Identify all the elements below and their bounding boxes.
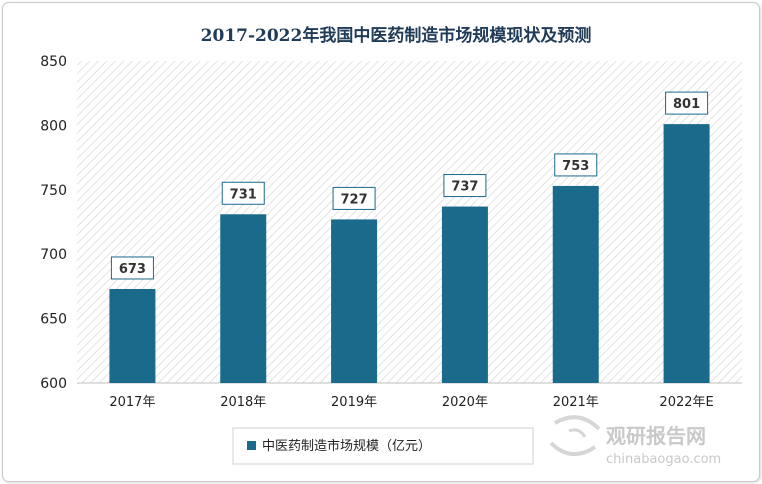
- x-tick-label: 2020年: [442, 395, 488, 410]
- data-label-box: [443, 174, 487, 198]
- bar: [552, 185, 599, 383]
- x-tick-label: 2018年: [220, 395, 266, 410]
- x-axis: 2017年 2018年 2019年 2020年 2021年 2022年E: [109, 395, 713, 410]
- watermark: 观研报告网 chinabaogao.com: [549, 415, 721, 467]
- y-tick-label: 600: [40, 376, 67, 392]
- y-tick-label: 750: [40, 183, 67, 199]
- data-label: 731: [230, 187, 257, 202]
- y-axis: 600 650 700 750 800 850: [40, 54, 67, 392]
- legend: 中医药制造市场规模（亿元）: [232, 427, 534, 465]
- x-tick-label: 2021年: [553, 395, 599, 410]
- legend-label: 中医药制造市场规模（亿元）: [262, 438, 431, 454]
- data-label-box: [665, 91, 709, 115]
- y-tick-label: 850: [40, 54, 67, 70]
- bar: [220, 214, 267, 383]
- bar: [663, 124, 710, 383]
- watermark-logo-icon: [549, 415, 601, 456]
- data-label: 801: [673, 97, 700, 112]
- bar: [331, 219, 378, 383]
- data-label-box: [332, 186, 376, 210]
- bar-series: 673 731 727 737 753 801: [109, 91, 710, 383]
- x-tick-label: 2022年E: [659, 395, 713, 410]
- data-label-box: [554, 153, 598, 177]
- y-tick-label: 800: [40, 118, 67, 134]
- chart-canvas: 2017-2022年我国中医药制造市场规模现状及预测 600 650 700 7…: [40, 25, 742, 467]
- legend-swatch: [247, 441, 256, 450]
- data-label: 727: [341, 192, 368, 207]
- y-tick-label: 700: [40, 247, 67, 263]
- data-label: 737: [451, 180, 478, 195]
- y-tick-label: 650: [40, 312, 67, 328]
- data-label: 753: [562, 159, 589, 174]
- data-label-box: [221, 181, 265, 205]
- x-tick-label: 2017年: [109, 395, 155, 410]
- bar: [441, 206, 488, 383]
- data-label: 673: [119, 262, 146, 277]
- watermark-text-cn: 观研报告网: [606, 424, 706, 448]
- bar: [109, 288, 156, 383]
- watermark-text-en: chinabaogao.com: [606, 452, 721, 467]
- legend-box: [232, 427, 534, 465]
- data-label-box: [110, 256, 154, 280]
- chart-title: 2017-2022年我国中医药制造市场规模现状及预测: [201, 25, 592, 46]
- x-tick-label: 2019年: [331, 395, 377, 410]
- plot-area: [77, 61, 742, 383]
